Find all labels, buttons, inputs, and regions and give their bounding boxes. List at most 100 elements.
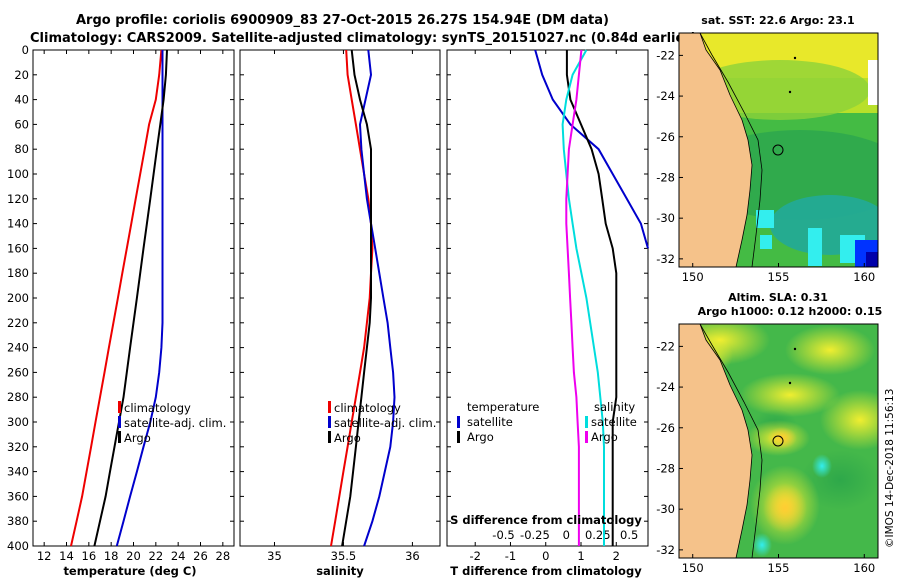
depth-tick-label: 220 <box>7 316 29 330</box>
legend-argo-swatch <box>328 431 331 443</box>
difference-x-ticks: -2 -1 0 1 2 <box>469 50 620 563</box>
series-line-temperature-argo <box>565 50 618 546</box>
salinity-x-ticks: 35 35.5 36 <box>267 50 420 563</box>
sst-map: sat. SST: 22.6 Argo: 23.1 <box>656 14 879 284</box>
legend-argo-swatch <box>118 431 121 443</box>
lat-tick-label: -22 <box>656 48 675 62</box>
x-tick-label: 16 <box>82 549 97 563</box>
top-tick-label: -0.5 <box>492 528 514 542</box>
credit-text: ©IMOS 14-Dec-2018 11:56:13 <box>884 389 896 548</box>
depth-tick-label: 180 <box>7 266 29 280</box>
x-tick-label: 20 <box>126 549 141 563</box>
x-tick-label: -1 <box>505 549 516 563</box>
depth-tick-label: 120 <box>7 192 29 206</box>
salinity-axes-frame <box>239 49 441 547</box>
sla-argo-marker <box>772 435 784 447</box>
header-line1: Argo profile: coriolis 6900909_83 27-Oct… <box>76 13 609 28</box>
x-tick-label: 14 <box>59 549 74 563</box>
difference-axes-frame <box>446 49 649 547</box>
depth-tick-label: 380 <box>7 514 29 528</box>
sst-coastline <box>699 33 753 267</box>
temperature-panel: 0 20 40 60 80 100 120 140 160 180 200 220 240 260 280 3… <box>7 43 235 578</box>
sst-isobath <box>699 33 763 267</box>
legend-t-satellite-swatch <box>457 416 460 428</box>
lat-tick-label: -28 <box>656 170 675 184</box>
x-tick-label: 35.5 <box>331 549 357 563</box>
series-line-argo <box>93 49 168 547</box>
series-line-salinity-argo <box>565 49 583 546</box>
temperature-xlabel: temperature (deg C) <box>63 564 196 578</box>
series-line-argo <box>341 49 372 547</box>
legend-argo: Argo <box>124 431 151 445</box>
sst-map-title: sat. SST: 22.6 Argo: 23.1 <box>701 14 854 27</box>
depth-tick-label: 160 <box>7 241 29 255</box>
series-line-climatology <box>330 49 374 547</box>
depth-tick-label: 360 <box>7 489 29 503</box>
x-tick-label: -2 <box>469 549 480 563</box>
series-line-salinity-satellite <box>561 49 605 546</box>
sla-land <box>679 324 752 558</box>
legend-satellite: satellite-adj. clim. <box>334 416 436 430</box>
sla-coastline <box>699 324 753 558</box>
lon-tick-label: 160 <box>853 270 875 284</box>
difference-depth-ticks <box>447 49 648 547</box>
difference-legend: temperature satellite Argo salinity sate… <box>457 400 637 444</box>
legend-t-argo: Argo <box>467 430 494 444</box>
lat-tick-label: -32 <box>656 252 675 266</box>
legend-climatology: climatology <box>124 401 191 415</box>
sla-map: Altim. SLA: 0.31 Argo h1000: 0.12 h2000:… <box>656 291 883 575</box>
lat-tick-label: -30 <box>656 211 675 225</box>
difference-xlabel: T difference from climatology <box>450 564 642 578</box>
series-line-satellite-adj-clim- <box>358 49 396 547</box>
top-tick-label: 0.25 <box>585 528 611 542</box>
sla-isobath <box>699 324 763 558</box>
depth-tick-label: 260 <box>7 365 29 379</box>
depth-tick-label: 240 <box>7 341 29 355</box>
legend-satellite: satellite-adj. clim. <box>124 416 226 430</box>
x-tick-label: 12 <box>37 549 52 563</box>
legend-s-satellite-swatch <box>585 416 588 428</box>
legend-t-argo-swatch <box>457 431 460 443</box>
legend-s-satellite: satellite <box>591 415 637 429</box>
sla-map-field <box>679 324 878 558</box>
salinity-series <box>330 49 396 547</box>
x-tick-label: 1 <box>577 549 584 563</box>
lat-tick-label: -30 <box>656 502 675 516</box>
sla-lat-ticks: -22 -24 -26 -28 -30 -32 <box>656 339 683 557</box>
x-tick-label: 24 <box>171 549 186 563</box>
sla-map-title1: Altim. SLA: 0.31 <box>728 291 828 304</box>
top-tick-label: 0 <box>563 528 570 542</box>
sla-map-title2: Argo h1000: 0.12 h2000: 0.15 <box>698 305 883 318</box>
depth-tick-label: 400 <box>7 539 29 553</box>
depth-tick-label: 300 <box>7 415 29 429</box>
x-tick-label: 26 <box>193 549 208 563</box>
difference-top-label: S difference from climatology <box>450 513 642 527</box>
depth-tick-label: 0 <box>22 43 29 57</box>
lat-tick-label: -24 <box>656 89 675 103</box>
header-line2: Climatology: CARS2009. Satellite-adjuste… <box>30 31 697 46</box>
lat-tick-label: -26 <box>656 421 675 435</box>
legend-salinity-title: salinity <box>594 400 635 414</box>
depth-tick-label: 80 <box>14 142 29 156</box>
depth-tick-label: 20 <box>14 68 29 82</box>
difference-series <box>534 49 649 546</box>
legend-climatology: climatology <box>334 401 401 415</box>
sst-land <box>679 33 752 267</box>
lat-tick-label: -28 <box>656 461 675 475</box>
temperature-x-ticks: 12 14 16 18 20 22 24 26 28 <box>37 50 230 563</box>
depth-tick-label: 140 <box>7 217 29 231</box>
legend-temperature-title: temperature <box>467 400 539 414</box>
depth-tick-label: 100 <box>7 167 29 181</box>
salinity-depth-ticks <box>240 49 440 547</box>
legend-t-satellite: satellite <box>467 415 513 429</box>
temperature-series <box>70 49 168 547</box>
salinity-xlabel: salinity <box>316 564 364 578</box>
salinity-panel: 35 35.5 36 salinity climatology satellite-… <box>239 49 441 578</box>
depth-tick-label: 280 <box>7 390 29 404</box>
lat-tick-label: -26 <box>656 130 675 144</box>
series-line-temperature-satellite <box>534 49 649 249</box>
x-tick-label: 18 <box>104 549 119 563</box>
lon-tick-label: 155 <box>768 561 790 575</box>
x-tick-label: 28 <box>216 549 231 563</box>
x-tick-label: 0 <box>542 549 549 563</box>
